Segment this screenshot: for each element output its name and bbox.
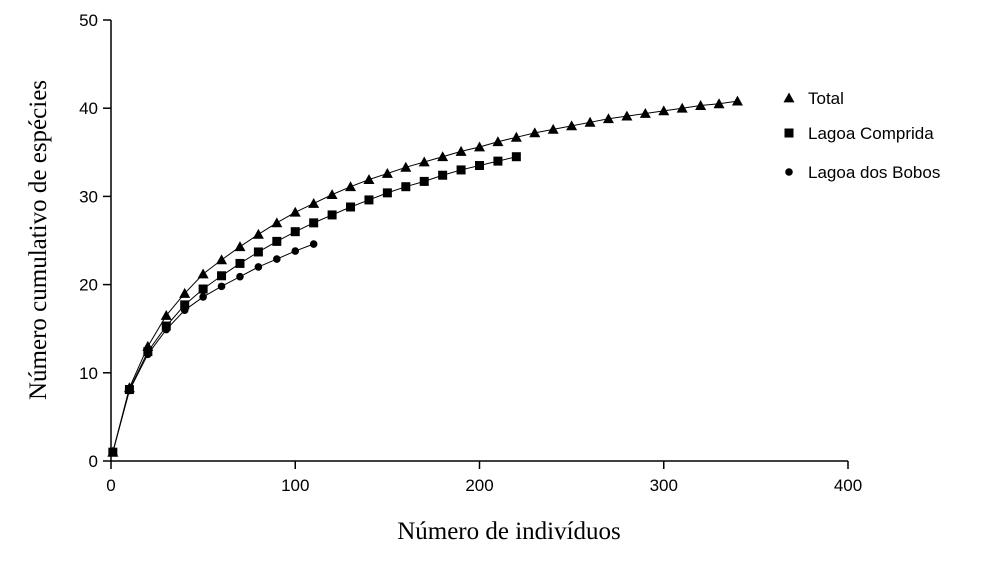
series-triangle xyxy=(107,95,743,457)
data-point xyxy=(418,156,430,167)
series-layer xyxy=(107,95,743,457)
data-point xyxy=(180,300,190,310)
data-point xyxy=(125,386,134,395)
legend-marker xyxy=(784,128,794,138)
data-point xyxy=(639,107,651,118)
legend-label: Lagoa Comprida xyxy=(808,124,934,143)
data-point xyxy=(474,141,485,152)
data-point xyxy=(455,145,467,156)
data-point xyxy=(713,98,725,109)
legend-marker xyxy=(785,168,793,176)
data-point xyxy=(382,188,392,198)
data-point xyxy=(272,236,282,246)
data-point xyxy=(511,152,521,162)
data-point xyxy=(253,247,263,257)
legend-label: Lagoa dos Bobos xyxy=(808,163,940,182)
x-tick-label: 0 xyxy=(106,476,115,495)
data-point xyxy=(236,272,244,281)
series-line xyxy=(112,243,314,453)
x-tick-label: 300 xyxy=(650,476,678,495)
x-axis-title: Número de indivíduos xyxy=(397,518,621,545)
data-point xyxy=(326,189,338,200)
data-point xyxy=(160,309,172,320)
y-tick-label: 30 xyxy=(79,187,98,206)
data-point xyxy=(217,282,226,291)
data-point xyxy=(676,102,688,113)
data-point xyxy=(695,100,707,110)
data-point xyxy=(602,113,614,124)
legend-item: Total xyxy=(783,89,844,108)
data-point xyxy=(308,197,320,208)
data-point xyxy=(327,210,337,220)
data-point xyxy=(419,176,429,186)
y-tick-label: 10 xyxy=(79,364,98,383)
data-point xyxy=(180,306,189,314)
legend-item: Lagoa dos Bobos xyxy=(785,163,940,182)
data-point xyxy=(289,206,301,217)
data-point xyxy=(584,116,596,127)
series-circle xyxy=(109,240,318,456)
data-point xyxy=(291,247,300,255)
x-tick-label: 100 xyxy=(281,476,309,495)
data-point xyxy=(437,151,449,162)
data-point xyxy=(547,123,559,134)
data-point xyxy=(364,195,374,205)
data-point xyxy=(529,127,541,138)
legend-marker xyxy=(783,92,795,103)
data-point xyxy=(216,254,228,265)
data-point xyxy=(658,105,670,116)
data-point xyxy=(290,227,300,237)
data-point xyxy=(234,241,246,252)
data-point xyxy=(254,263,263,271)
data-point xyxy=(363,174,375,185)
data-point xyxy=(199,293,207,301)
data-point xyxy=(252,228,264,239)
y-axis-title: Número cumulativo de espécies xyxy=(25,80,52,400)
data-point xyxy=(510,131,522,142)
data-point xyxy=(621,110,633,121)
data-point xyxy=(492,136,504,147)
data-point xyxy=(273,255,281,263)
data-point xyxy=(401,182,411,192)
data-point xyxy=(179,287,191,298)
y-tick-label: 40 xyxy=(79,99,98,118)
axes: 0 100 200 300 400 0 10 20 30 40 50 xyxy=(79,11,862,495)
data-point xyxy=(456,165,466,175)
legend-item: Lagoa Comprida xyxy=(784,124,934,143)
legend: Total Lagoa Comprida Lagoa dos Bobos xyxy=(783,89,940,182)
data-point xyxy=(493,156,503,166)
data-point xyxy=(309,240,318,248)
data-point xyxy=(198,284,208,294)
data-point xyxy=(345,181,357,192)
data-point xyxy=(400,161,412,172)
x-tick-label: 200 xyxy=(465,476,493,495)
legend-label: Total xyxy=(808,89,844,108)
data-point xyxy=(235,258,245,268)
data-point xyxy=(271,217,283,228)
y-tick-label: 50 xyxy=(79,11,98,30)
series-square xyxy=(108,152,521,457)
data-point xyxy=(162,325,171,334)
data-point xyxy=(309,218,319,228)
data-point xyxy=(475,161,484,171)
data-point xyxy=(381,167,393,178)
data-point xyxy=(217,271,227,281)
data-point xyxy=(731,95,743,106)
data-point xyxy=(566,120,578,131)
data-point xyxy=(144,350,152,359)
data-point xyxy=(109,448,117,456)
data-point xyxy=(346,202,356,212)
y-tick-label: 20 xyxy=(79,276,98,295)
x-tick-label: 400 xyxy=(834,476,862,495)
data-point xyxy=(197,268,209,279)
data-point xyxy=(438,170,448,180)
y-tick-label: 0 xyxy=(89,452,98,471)
